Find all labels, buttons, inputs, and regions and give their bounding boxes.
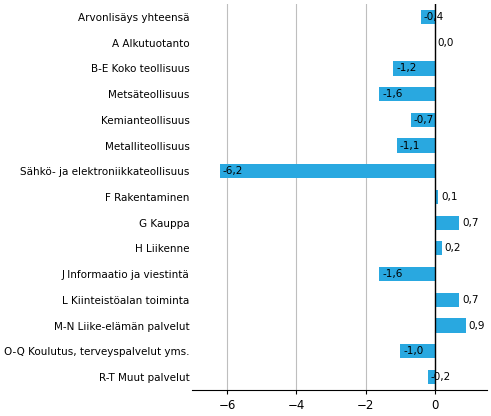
Bar bbox=[397, 139, 435, 153]
Bar bbox=[393, 62, 435, 76]
Bar bbox=[435, 190, 438, 204]
Bar bbox=[435, 319, 466, 333]
Text: -1,6: -1,6 bbox=[382, 269, 403, 279]
Text: -0,4: -0,4 bbox=[424, 12, 444, 22]
Text: 0,7: 0,7 bbox=[462, 218, 478, 228]
Text: -0,2: -0,2 bbox=[431, 372, 451, 382]
Text: 0,1: 0,1 bbox=[441, 192, 458, 202]
Text: -1,2: -1,2 bbox=[396, 63, 416, 74]
Bar bbox=[220, 164, 435, 178]
Bar bbox=[435, 215, 459, 230]
Bar bbox=[410, 113, 435, 127]
Bar bbox=[380, 87, 435, 101]
Bar bbox=[380, 267, 435, 281]
Text: -1,6: -1,6 bbox=[382, 89, 403, 99]
Text: -1,0: -1,0 bbox=[403, 346, 423, 356]
Bar bbox=[435, 241, 442, 255]
Bar bbox=[428, 370, 435, 384]
Text: 0,0: 0,0 bbox=[437, 38, 454, 48]
Bar bbox=[400, 344, 435, 358]
Text: -1,1: -1,1 bbox=[400, 141, 420, 151]
Text: -0,7: -0,7 bbox=[413, 115, 434, 125]
Bar bbox=[421, 10, 435, 24]
Text: 0,7: 0,7 bbox=[462, 295, 478, 305]
Text: 0,9: 0,9 bbox=[469, 321, 485, 331]
Bar bbox=[435, 293, 459, 307]
Text: -6,2: -6,2 bbox=[223, 166, 244, 176]
Text: 0,2: 0,2 bbox=[444, 243, 461, 253]
